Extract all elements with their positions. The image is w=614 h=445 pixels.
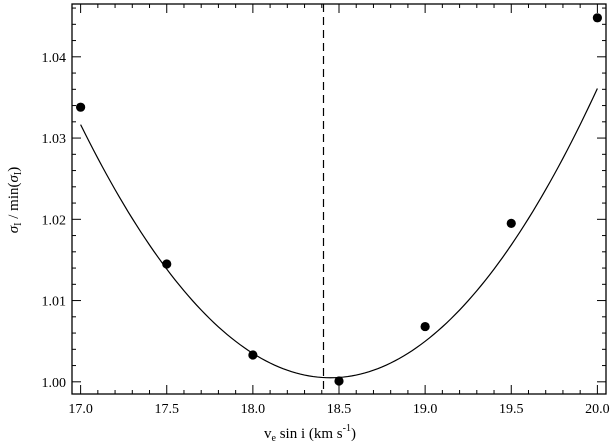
x-tick-label: 19.0 <box>413 402 438 417</box>
tick-labels: 17.0 17.5 18.0 18.5 19.0 19.5 20.0 1.00 1.01 1.02… <box>42 51 610 417</box>
data-point <box>334 376 344 386</box>
x-tick-label: 18.5 <box>327 402 352 417</box>
fit-curve <box>80 88 598 379</box>
data-point <box>162 259 172 269</box>
data-point <box>506 218 516 228</box>
y-tick-label: 1.00 <box>42 376 67 391</box>
y-tick-label: 1.02 <box>42 213 67 228</box>
x-tick-label: 17.0 <box>68 402 93 417</box>
data-point <box>76 102 86 112</box>
data-point <box>420 321 430 332</box>
data-point <box>248 350 258 360</box>
x-axis-title: ve sin i (km s-1) <box>264 423 356 444</box>
x-tick-label: 20.0 <box>585 402 610 417</box>
axis-ticks <box>72 4 606 394</box>
x-tick-label: 17.5 <box>154 402 179 417</box>
y-tick-label: 1.04 <box>42 51 67 66</box>
y-tick-label: 1.01 <box>42 295 67 310</box>
x-tick-label: 19.5 <box>499 402 524 417</box>
data-point <box>592 13 602 23</box>
y-axis-title: σI / min(σI) <box>6 167 24 234</box>
plot-frame <box>71 3 607 395</box>
data-points <box>76 13 602 386</box>
x-tick-label: 18.0 <box>241 402 266 417</box>
y-tick-label: 1.03 <box>42 132 67 147</box>
